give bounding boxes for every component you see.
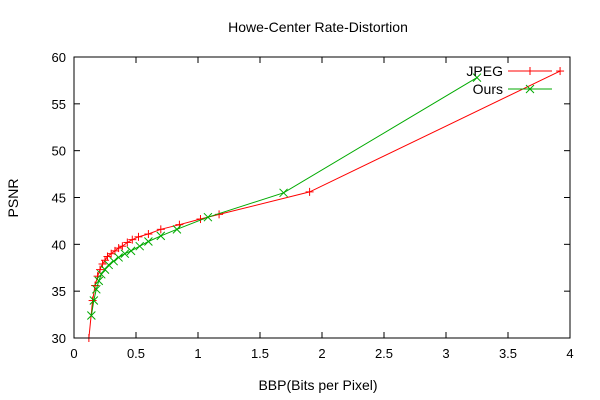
data-point — [88, 296, 97, 305]
legend: JPEG Ours — [466, 63, 552, 97]
data-point — [96, 265, 105, 274]
series-line — [88, 70, 561, 339]
data-point — [279, 188, 288, 198]
data-point — [134, 232, 143, 241]
x-tick-label: 4 — [566, 346, 573, 361]
x-tick-label: 2.5 — [375, 346, 393, 361]
legend-label: JPEG — [466, 63, 503, 79]
y-tick-label: 45 — [52, 191, 66, 206]
y-tick-label: 55 — [52, 97, 66, 112]
data-point — [114, 253, 123, 262]
chart-title: Howe-Center Rate-Distortion — [228, 19, 408, 35]
x-axis-label: BBP(Bits per Pixel) — [258, 377, 377, 393]
y-axis-label: PSNR — [5, 179, 21, 218]
series-layer — [84, 67, 565, 342]
data-point — [96, 269, 106, 279]
legend-label: Ours — [473, 81, 503, 97]
data-point — [203, 212, 213, 222]
data-point — [87, 311, 96, 320]
data-point — [109, 256, 119, 266]
data-point — [94, 276, 104, 286]
y-tick-label: 40 — [52, 237, 66, 252]
data-point — [118, 242, 127, 251]
data-point — [526, 67, 534, 75]
y-tick-label: 30 — [52, 331, 66, 346]
series-line — [90, 77, 478, 316]
data-point — [89, 296, 99, 305]
data-point — [172, 224, 182, 234]
series-jpeg — [84, 67, 565, 342]
data-point — [144, 230, 153, 239]
data-point — [128, 235, 137, 244]
x-tick-label: 0 — [70, 346, 77, 361]
y-tick-label: 35 — [52, 284, 66, 299]
data-point — [144, 237, 153, 246]
data-point — [556, 67, 565, 76]
data-point — [104, 260, 114, 270]
data-point — [305, 187, 314, 196]
y-tick-label: 60 — [52, 50, 66, 65]
x-tick-label: 2 — [318, 346, 325, 361]
x-tick-label: 3 — [442, 346, 449, 361]
data-point — [135, 241, 145, 251]
plot-frame — [73, 56, 571, 339]
data-point — [156, 231, 166, 241]
data-point — [120, 249, 130, 259]
x-tick-label: 3.5 — [499, 346, 517, 361]
data-point — [100, 265, 110, 274]
data-point — [156, 225, 165, 234]
x-tick-label: 0.5 — [127, 346, 145, 361]
data-point — [91, 284, 101, 294]
data-point — [126, 246, 136, 256]
axis-ticks: 0 0.5 1 1.5 2 2.5 3 3.5 4 30 35 40 45 50 55 60 — [52, 50, 574, 361]
y-tick-label: 50 — [52, 144, 66, 159]
data-point — [114, 244, 123, 253]
data-point — [123, 238, 132, 247]
x-tick-label: 1.5 — [251, 346, 269, 361]
x-tick-label: 1 — [194, 346, 201, 361]
data-point — [472, 73, 482, 82]
data-point — [525, 84, 535, 94]
series-ours — [87, 73, 482, 320]
